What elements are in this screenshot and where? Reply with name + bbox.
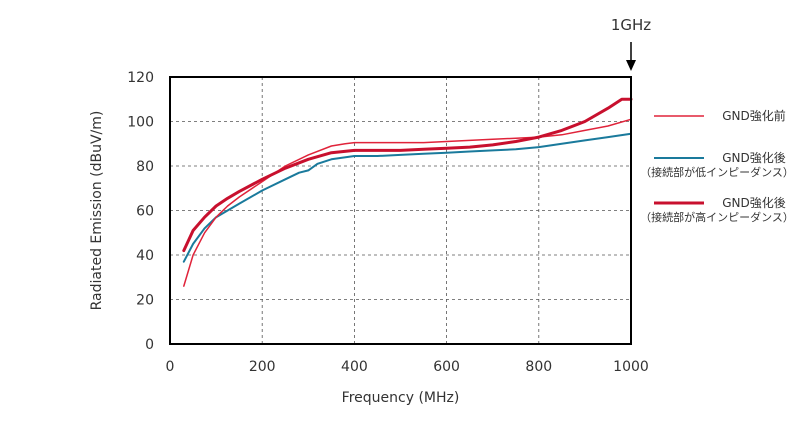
annotation-label: 1GHz [611,16,651,34]
annotation-1ghz: 1GHz [611,16,651,71]
legend-item-after-high: GND強化後 （接続部が高インピーダンス） [640,196,794,224]
legend-label-after-high: GND強化後 [722,196,786,210]
x-tick-label-400: 400 [341,359,368,375]
tick-labels: 0 200 400 600 800 1000 0 20 40 60 80 100 120 [127,70,649,375]
annotation-arrow-head [626,60,636,71]
x-tick-label-800: 800 [525,359,552,375]
y-tick-label-60: 60 [136,204,154,220]
x-tick-label-600: 600 [433,359,460,375]
y-tick-label-120: 120 [127,70,154,86]
y-tick-label-20: 20 [136,293,154,309]
plot-frame [169,76,632,345]
y-tick-label-0: 0 [145,337,154,353]
x-axis-label: Frequency (MHz) [342,390,460,406]
legend-item-before: GND強化前 [654,108,786,123]
legend: GND強化前 GND強化後 （接続部が低インピーダンス） GND強化後 （接続部… [640,108,794,224]
legend-item-after-low: GND強化後 （接続部が低インピーダンス） [640,151,794,179]
x-tick-label-0: 0 [166,359,175,375]
series-layer [182,97,633,287]
y-tick-label-40: 40 [136,248,154,264]
legend-label-before: GND強化前 [722,108,786,123]
series-line-2 [182,97,633,253]
legend-label-after-low: GND強化後 [722,151,786,165]
y-axis-label: Radiated Emission (dBuV/m) [89,111,105,311]
legend-sublabel-after-high: （接続部が高インピーダンス） [640,210,794,224]
x-tick-label-1000: 1000 [613,359,649,375]
y-tick-label-100: 100 [127,115,154,131]
y-tick-label-80: 80 [136,159,154,175]
x-tick-label-200: 200 [249,359,276,375]
grid-lines [170,77,631,344]
series-line-1 [182,132,632,263]
legend-sublabel-after-low: （接続部が低インピーダンス） [640,165,794,179]
